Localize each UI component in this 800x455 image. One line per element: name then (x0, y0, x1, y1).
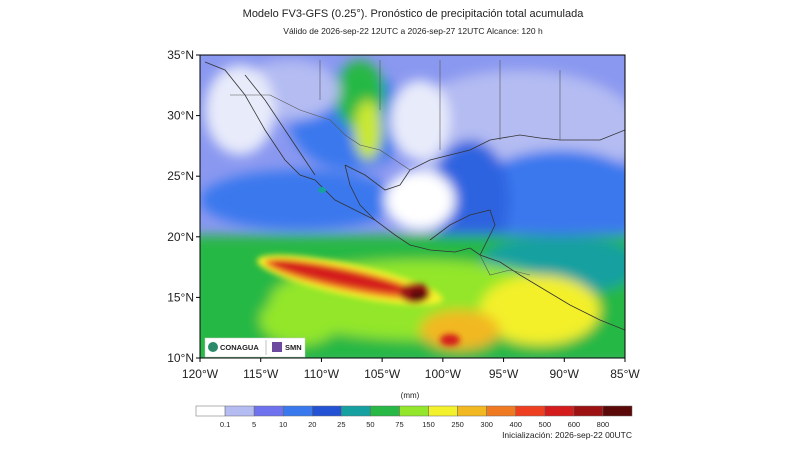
lon-label: 115°W (243, 367, 279, 381)
colorbar-label: 300 (480, 420, 493, 429)
title: Modelo FV3-GFS (0.25°). Pronóstico de pr… (243, 8, 585, 20)
lon-label: 120°W (182, 367, 219, 381)
colorbar-swatch (224, 405, 255, 417)
colorbar-label: 20 (308, 420, 316, 429)
colorbar-label: 5 (252, 420, 256, 429)
logo-smn: SMN (285, 343, 302, 352)
colorbar-swatch (602, 405, 633, 417)
lon-label: 100°W (425, 367, 462, 381)
colorbar-swatch (195, 405, 226, 417)
colorbar-swatch (515, 405, 546, 417)
logo-icon (272, 342, 282, 352)
colorbar-unit: (mm) (401, 391, 420, 400)
precipitation-field (200, 55, 625, 358)
lat-label: 10°N (167, 351, 194, 365)
lat-label: 35°N (167, 48, 194, 62)
colorbar-swatch (253, 405, 284, 417)
map-frame (199, 54, 626, 359)
colorbar-label: 10 (279, 420, 287, 429)
colorbar-swatch (486, 405, 516, 417)
colorbar-label: 400 (509, 420, 522, 429)
lon-label: 105°W (364, 367, 401, 381)
colorbar-swatch (399, 405, 429, 417)
colorbar-label: 50 (366, 420, 374, 429)
colorbar-swatch (428, 405, 458, 417)
colorbar-swatch (457, 405, 487, 417)
init-time: Inicialización: 2026-sep-22 00UTC (502, 430, 632, 440)
lon-label: 110°W (304, 367, 340, 381)
logo-icon (208, 342, 218, 352)
lat-label: 15°N (167, 290, 194, 304)
colorbar: 0.1 5 10 20 25 50 75 150 250 300 400 500 600 800 (195, 405, 633, 429)
logo-conagua: CONAGUA (220, 343, 259, 352)
lat-label: 20°N (167, 230, 194, 244)
colorbar-label: 800 (597, 420, 610, 429)
colorbar-swatch (312, 405, 342, 417)
colorbar-label: 75 (395, 420, 403, 429)
lat-label: 25°N (167, 169, 194, 183)
logos: CONAGUA SMN (204, 337, 306, 358)
lon-label: 85°W (610, 367, 640, 381)
colorbar-label: 0.1 (220, 420, 230, 429)
latitude-labels: 35°N 30°N 25°N 20°N 15°N 10°N (167, 48, 200, 365)
colorbar-swatch (573, 405, 604, 417)
colorbar-swatch (544, 405, 575, 417)
subtitle: Válido de 2026-sep-22 12UTC a 2026-sep-2… (283, 26, 543, 36)
colorbar-label: 500 (539, 420, 552, 429)
lat-label: 30°N (167, 109, 194, 123)
lon-label: 90°W (550, 367, 580, 381)
colorbar-label: 150 (422, 420, 435, 429)
lon-label: 95°W (489, 367, 519, 381)
colorbar-swatch (370, 405, 400, 417)
colorbar-swatch (282, 405, 313, 417)
longitude-labels: 120°W 115°W 110°W 105°W 100°W 95°W 90°W 85°W (182, 358, 640, 381)
colorbar-label: 25 (337, 420, 345, 429)
colorbar-swatch (341, 405, 371, 417)
colorbar-label: 600 (568, 420, 581, 429)
colorbar-label: 250 (451, 420, 464, 429)
